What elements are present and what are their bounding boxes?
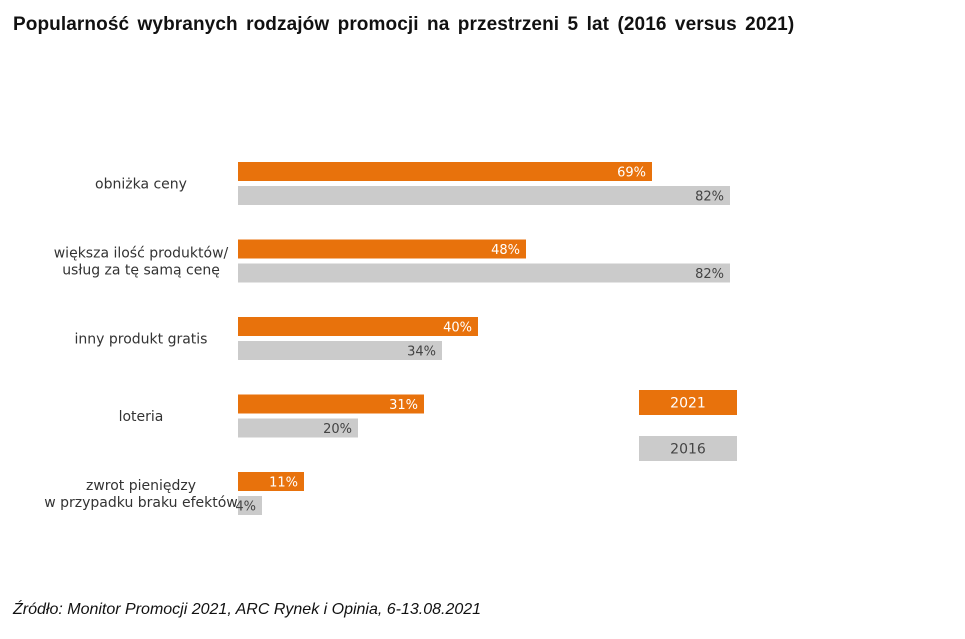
data-label-2016: 82% [695,267,724,282]
legend-swatch-2021 [639,390,737,415]
bar-2016 [238,263,730,283]
category-label: większa ilość produktów/ [54,246,229,262]
data-label-2021: 11% [269,476,298,491]
category-label: obniżka ceny [95,177,187,193]
data-label-2016: 82% [695,190,724,205]
bar-2016 [238,496,262,515]
legend-label-2016: 2016 [670,442,706,458]
category-label: usług za tę samą cenę [62,263,220,279]
data-label-2021: 31% [389,398,418,413]
category-label: zwrot pieniędzy [86,478,196,494]
bar-2021 [238,317,478,336]
data-label-2021: 40% [443,321,472,336]
chart-title: Popularność wybranych rodzajów promocji … [13,14,795,35]
legend-label-2021: 2021 [670,396,706,412]
bar-2021 [238,394,424,414]
bar-2021 [238,239,526,259]
legend-swatch-2016 [639,436,737,461]
source-note: Źródło: Monitor Promocji 2021, ARC Rynek… [13,601,482,618]
data-label-2021: 48% [491,243,520,258]
bar-2021 [238,162,652,181]
data-label-2016: 4% [235,500,256,515]
data-label-2016: 20% [323,422,352,437]
category-label: loteria [119,409,164,425]
category-label: inny produkt gratis [75,332,208,348]
bar-2016 [238,418,358,438]
bar-2016 [238,341,442,360]
category-label: w przypadku braku efektów [44,495,238,511]
data-label-2016: 34% [407,345,436,360]
bar-2021 [238,472,304,491]
bar-2016 [238,186,730,205]
data-label-2021: 69% [617,166,646,181]
